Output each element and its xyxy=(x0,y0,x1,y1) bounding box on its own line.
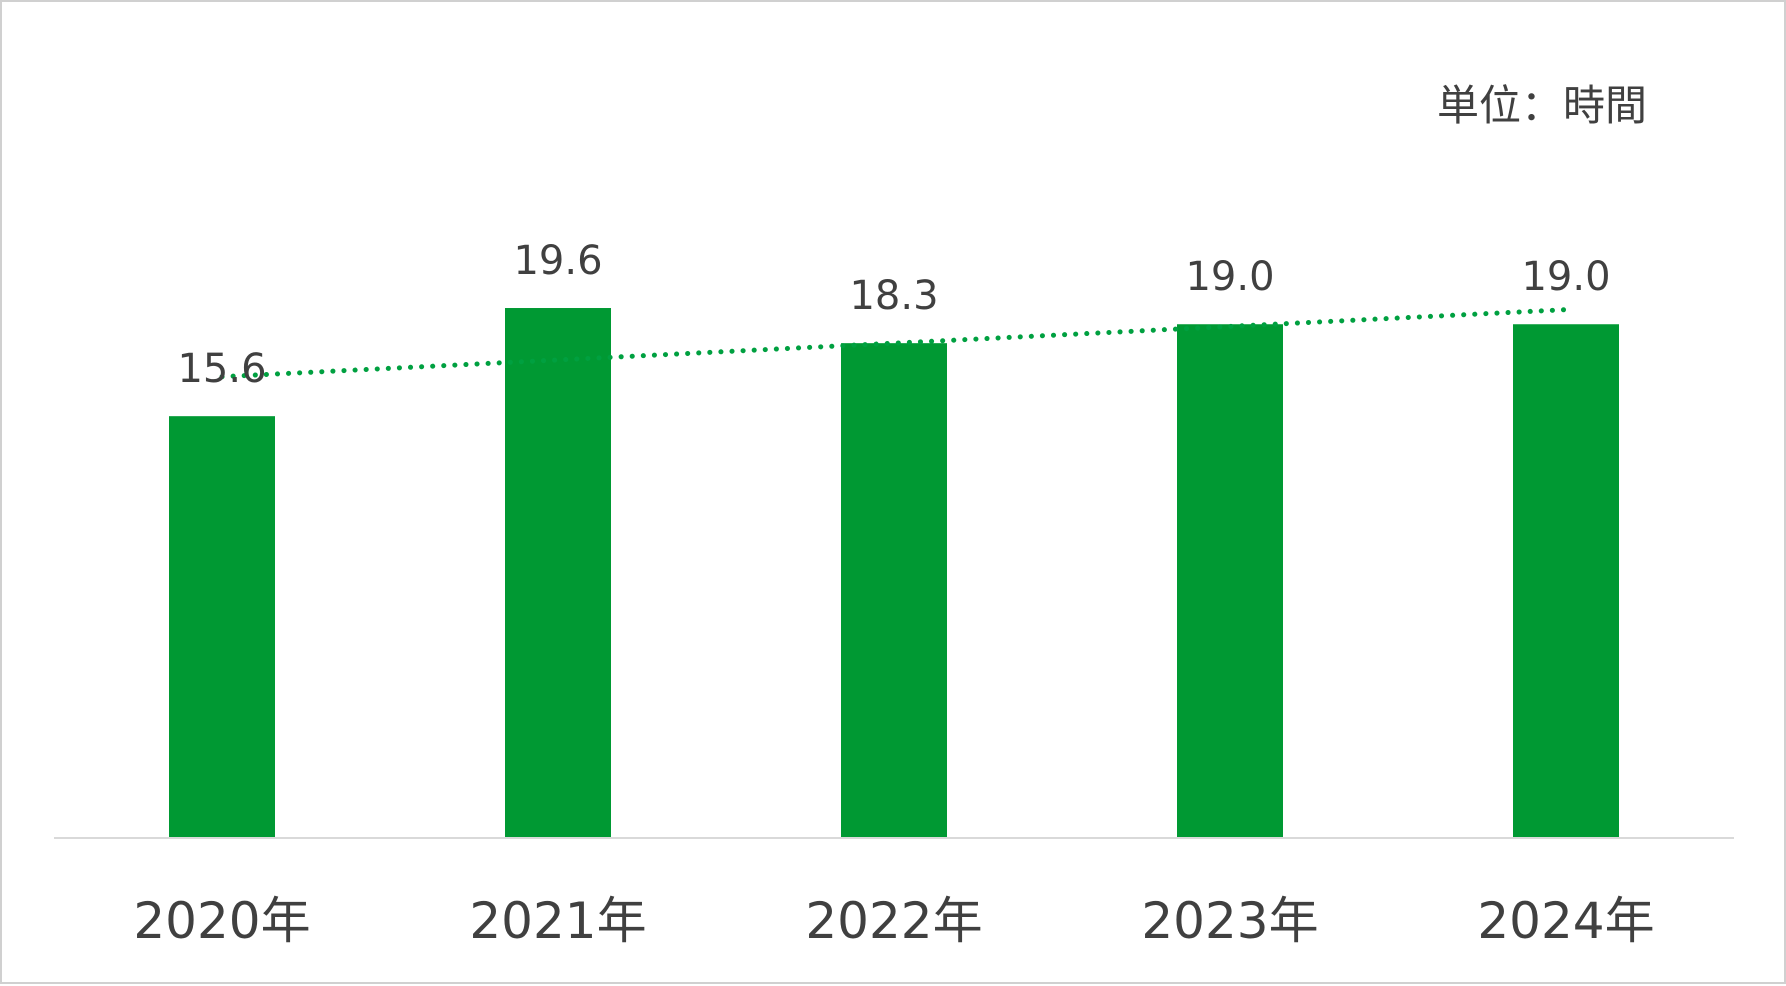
data-labels-layer: 15.6 19.6 18.3 19.0 19.0 xyxy=(177,238,1610,392)
x-tick-label-2022年: 2022年 xyxy=(805,892,982,950)
data-label-2020年: 15.6 xyxy=(177,346,266,392)
bar-2020年 xyxy=(169,416,275,838)
x-tick-labels-layer: 2020年 2021年 2022年 2023年 2024年 xyxy=(133,892,1654,950)
x-tick-label-2020年: 2020年 xyxy=(133,892,310,950)
bar-2024年 xyxy=(1513,324,1619,838)
data-label-2022年: 18.3 xyxy=(849,273,938,319)
data-label-2023年: 19.0 xyxy=(1185,254,1274,300)
unit-label: 単位：時間 xyxy=(1437,81,1647,130)
data-label-2021年: 19.6 xyxy=(513,238,602,284)
trendline xyxy=(219,307,1569,380)
x-tick-label-2021年: 2021年 xyxy=(469,892,646,950)
x-tick-label-2024年: 2024年 xyxy=(1477,892,1654,950)
bar-2021年 xyxy=(505,308,611,838)
bar-2022年 xyxy=(841,343,947,838)
data-label-2024年: 19.0 xyxy=(1521,254,1610,300)
x-tick-label-2023年: 2023年 xyxy=(1141,892,1318,950)
bars-layer xyxy=(169,308,1619,838)
bar-2023年 xyxy=(1177,324,1283,838)
